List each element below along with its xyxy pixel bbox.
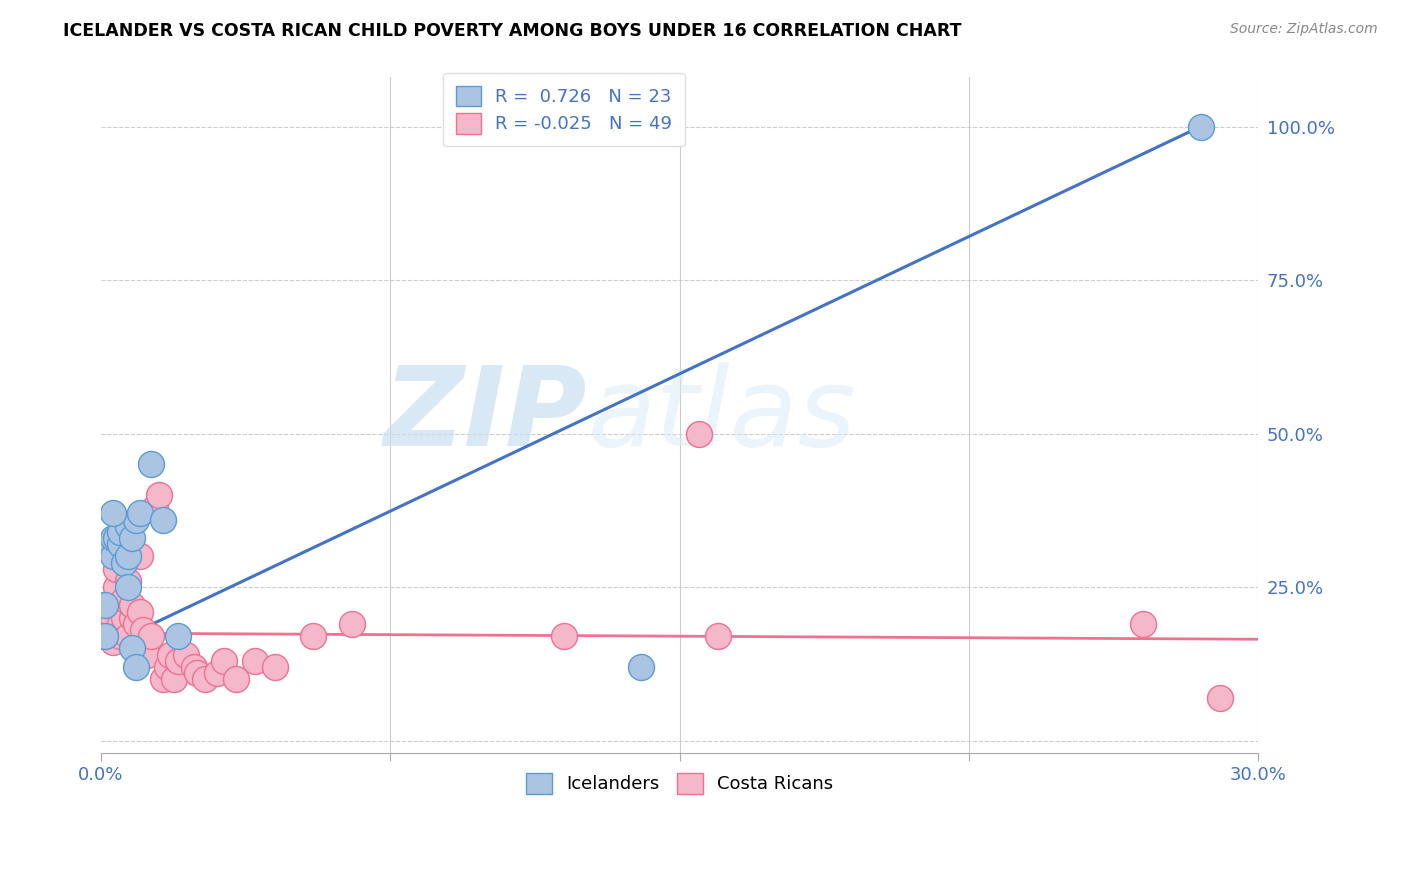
Point	[205, 666, 228, 681]
Point	[94, 611, 117, 625]
Point	[110, 524, 132, 539]
Point	[117, 580, 139, 594]
Point	[152, 512, 174, 526]
Point	[97, 605, 120, 619]
Point	[101, 623, 124, 637]
Point	[94, 599, 117, 613]
Point	[121, 641, 143, 656]
Legend: Icelanders, Costa Ricans: Icelanders, Costa Ricans	[516, 762, 844, 805]
Point	[340, 616, 363, 631]
Point	[105, 561, 128, 575]
Text: ICELANDER VS COSTA RICAN CHILD POVERTY AMONG BOYS UNDER 16 CORRELATION CHART: ICELANDER VS COSTA RICAN CHILD POVERTY A…	[63, 22, 962, 40]
Point	[194, 672, 217, 686]
Point	[159, 648, 181, 662]
Point	[630, 660, 652, 674]
Point	[136, 648, 159, 662]
Text: Source: ZipAtlas.com: Source: ZipAtlas.com	[1230, 22, 1378, 37]
Point	[94, 623, 117, 637]
Point	[128, 605, 150, 619]
Point	[148, 488, 170, 502]
Point	[105, 580, 128, 594]
Point	[97, 616, 120, 631]
Point	[110, 616, 132, 631]
Point	[125, 616, 148, 631]
Point	[97, 537, 120, 551]
Point	[225, 672, 247, 686]
Point	[302, 629, 325, 643]
Point	[1209, 690, 1232, 705]
Point	[707, 629, 730, 643]
Point	[163, 672, 186, 686]
Point	[105, 531, 128, 545]
Point	[143, 500, 166, 515]
Point	[121, 611, 143, 625]
Point	[128, 507, 150, 521]
Point	[101, 611, 124, 625]
Point	[112, 611, 135, 625]
Point	[94, 599, 117, 613]
Point	[139, 629, 162, 643]
Point	[688, 426, 710, 441]
Point	[125, 512, 148, 526]
Point	[132, 623, 155, 637]
Point	[167, 629, 190, 643]
Point	[117, 518, 139, 533]
Point	[117, 549, 139, 564]
Point	[121, 531, 143, 545]
Text: ZIP: ZIP	[384, 361, 588, 468]
Point	[101, 549, 124, 564]
Point	[97, 629, 120, 643]
Point	[128, 549, 150, 564]
Point	[139, 457, 162, 471]
Point	[155, 660, 177, 674]
Point	[112, 556, 135, 570]
Point	[167, 654, 190, 668]
Point	[121, 599, 143, 613]
Point	[152, 672, 174, 686]
Point	[174, 648, 197, 662]
Point	[125, 660, 148, 674]
Point	[112, 592, 135, 607]
Point	[553, 629, 575, 643]
Point	[101, 635, 124, 649]
Point	[214, 654, 236, 668]
Point	[101, 531, 124, 545]
Point	[110, 537, 132, 551]
Point	[110, 629, 132, 643]
Point	[94, 629, 117, 643]
Text: atlas: atlas	[588, 361, 856, 468]
Point	[105, 599, 128, 613]
Point	[1132, 616, 1154, 631]
Point	[263, 660, 285, 674]
Point	[101, 507, 124, 521]
Point	[245, 654, 267, 668]
Point	[186, 666, 208, 681]
Point	[117, 629, 139, 643]
Point	[117, 574, 139, 588]
Point	[1189, 120, 1212, 134]
Point	[183, 660, 205, 674]
